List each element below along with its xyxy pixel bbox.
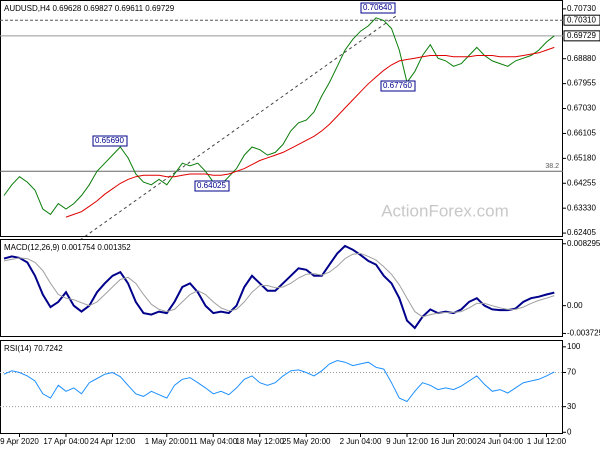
x-tick-label: 2 Jun 04:00 — [340, 437, 382, 446]
y-tick-label: 0 — [567, 427, 572, 436]
y-tick-label: 0.66105 — [567, 129, 596, 138]
x-tick-label: 16 Jun 20:00 — [430, 437, 477, 446]
panel-frame — [0, 239, 563, 337]
y-tick-label: 0.00 — [567, 301, 583, 310]
y-tick-label: 0.67030 — [567, 104, 596, 113]
y-tick-label: 0.008295 — [567, 239, 600, 248]
y-tick-label: 0.64255 — [567, 178, 596, 187]
x-tick-label: 24 Apr 12:00 — [90, 437, 136, 446]
series-line — [3, 17, 555, 216]
y-tick-label: 70 — [567, 368, 576, 377]
series-line — [3, 252, 555, 318]
panel-title: AUDUSD,H4 0.69628 0.69827 0.69611 0.6972… — [4, 4, 175, 13]
annotation-box — [194, 180, 230, 192]
y-tick-label: 0.63330 — [567, 203, 596, 212]
x-tick-label: 11 May 04:00 — [189, 437, 237, 446]
price-box — [563, 30, 600, 42]
x-tick-label: 18 May 12:00 — [236, 437, 285, 446]
series-line — [3, 359, 555, 403]
y-tick-label: 0.65180 — [567, 153, 596, 162]
annotation: 0.64025 — [197, 181, 226, 190]
y-tick-label: 0.67955 — [567, 79, 596, 88]
x-tick-label: 25 May 20:00 — [282, 437, 331, 446]
series-line — [65, 46, 555, 218]
fib-label: 38.2 — [545, 163, 559, 170]
x-tick-label: 1 Jul 12:00 — [527, 437, 567, 446]
annotation-box — [380, 80, 416, 92]
y-tick-label: 0.68880 — [567, 54, 596, 63]
price-box — [563, 14, 600, 26]
panel-frame — [0, 0, 563, 237]
x-tick-label: 24 Jun 04:00 — [477, 437, 524, 446]
price-box-label: 0.70310 — [567, 15, 596, 24]
y-tick-label: 30 — [567, 402, 576, 411]
y-tick-label: -0.003725 — [567, 329, 600, 338]
annotation-box — [92, 135, 128, 147]
x-tick-label: 1 May 20:00 — [145, 437, 190, 446]
panel-title: MACD(12,26,9) 0.001754 0.001352 — [4, 243, 131, 252]
trend-line — [79, 15, 397, 241]
watermark: ActionForex.com — [381, 201, 509, 220]
x-tick-label: 17 Apr 04:00 — [43, 437, 89, 446]
x-tick-label: 9 Jun 12:00 — [386, 437, 428, 446]
y-tick-label: 100 — [567, 342, 581, 351]
annotation-box — [360, 2, 396, 14]
panel-frame — [0, 340, 563, 434]
annotation: 0.67760 — [383, 81, 412, 90]
annotation: 0.65690 — [95, 136, 124, 145]
price-box-label: 0.69729 — [567, 31, 596, 40]
y-tick-label: 0.70730 — [567, 4, 596, 13]
y-tick-label: 0.62405 — [567, 228, 596, 237]
panel-title: RSI(14) 70.7242 — [4, 344, 63, 353]
x-tick-label: 9 Apr 2020 — [0, 437, 39, 446]
annotation: 0.70640 — [363, 3, 392, 12]
